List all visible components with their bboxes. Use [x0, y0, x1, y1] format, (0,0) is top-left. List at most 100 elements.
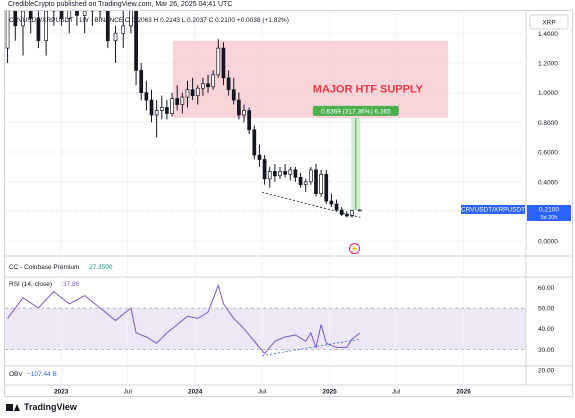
candle-body [221, 47, 226, 79]
candle-body [206, 83, 210, 88]
candle-body [308, 169, 313, 183]
candle-body [185, 89, 190, 98]
candle-body [278, 171, 282, 177]
candle-body [129, 0, 133, 27]
candle-body [357, 209, 362, 212]
time-tick-label: Jul [392, 389, 401, 396]
rsi-line [7, 283, 361, 355]
candle-body [170, 98, 174, 114]
candle-body [273, 171, 277, 177]
event-icon [349, 243, 361, 255]
candle-body [283, 171, 287, 175]
rsi-label: RSI (14, close) [9, 281, 52, 288]
measure-label: 0.6369 (317.36%) 6,365 [321, 108, 391, 115]
premium-value: 27.3500 [89, 264, 113, 271]
time-tick-label: 2026 [456, 389, 471, 396]
candle-body [139, 70, 144, 94]
last-price-value: 0.2100 [539, 206, 559, 213]
candle-body [149, 99, 154, 116]
rsi-tick-label: 30.00 [538, 347, 555, 354]
labels-layer: 0.2100 5d 20h CRVUSDT/XRPUSDT CRVUSDT/XRPUS… [9, 14, 571, 378]
supply-zone-label: MAJOR HTF SUPPLY [313, 84, 424, 96]
candle-body [242, 110, 246, 116]
measure-label-bg [312, 105, 399, 116]
currency-button-label: XRP [542, 20, 555, 27]
candle-body [144, 92, 149, 101]
rsi-value: 37.86 [63, 281, 80, 288]
time-tick-label: 2023 [54, 389, 69, 396]
candle-body [21, 10, 25, 27]
rsi-layer [5, 283, 526, 357]
candle-body [267, 171, 272, 180]
candle-body [159, 107, 164, 111]
footer-brand: TradingView [6, 402, 77, 412]
candle-body [247, 110, 252, 131]
candle-body [165, 107, 169, 114]
footer-brand-text: TradingView [24, 402, 77, 412]
candle-body [201, 83, 205, 89]
candle-body [231, 89, 236, 101]
rsi-support-line [261, 338, 361, 357]
rsi-tick-label: 50.00 [538, 306, 555, 313]
symbol-tag-text: CRVUSDT/XRPUSDT [461, 206, 525, 213]
premium-label: CC - Coinbase Premium [9, 264, 79, 271]
time-tick-label: 2024 [188, 389, 203, 396]
tradingview-logo-icon [6, 403, 20, 412]
candle-body [82, 10, 87, 16]
candle-body [262, 159, 267, 180]
currency-button [529, 14, 569, 30]
last-price-tag [527, 204, 571, 221]
supply-zone-layer: MAJOR HTF SUPPLY 0.6369 (317.36%) 6,365 [5, 40, 526, 211]
event-icon-glyph: ⚡ [350, 244, 359, 253]
candle-body [44, 10, 48, 42]
obv-label: OBV [9, 371, 23, 378]
price-tick-label: 0.8000 [538, 120, 558, 127]
candle-body [257, 154, 262, 160]
candle-body [28, 10, 33, 19]
candle-body [216, 47, 221, 76]
candle-body [237, 99, 241, 116]
symbol-legend: CRVUSDT/XRPUSDT · 1W · BINANCE O 0.2063 … [9, 17, 289, 24]
candle-body [195, 87, 200, 96]
candle-body [288, 169, 293, 175]
candle-body [175, 98, 180, 105]
rsi-band [5, 308, 526, 350]
candle-body [298, 176, 303, 186]
obv-value: −107.44 B [27, 371, 57, 378]
chart-frame[interactable]: MAJOR HTF SUPPLY 0.6369 (317.36%) 6,365 0… [4, 0, 573, 397]
candle-body [105, 10, 110, 42]
rsi-tick-label: 40.00 [538, 326, 555, 333]
candle-body [113, 32, 118, 42]
candle-body [226, 77, 231, 91]
publish-header: CredibleCrypto published on TradingView.… [8, 1, 233, 8]
time-tick-label: 2025 [322, 389, 337, 396]
candle-body [36, 18, 41, 42]
candle-body [293, 169, 298, 178]
symbol-tag [461, 204, 525, 214]
price-tick-label: 1.2000 [538, 60, 558, 67]
candle-body [180, 96, 185, 105]
candle-body [314, 169, 318, 194]
candle-body [211, 74, 216, 88]
price-support-line [261, 191, 361, 218]
candles-layer [5, 0, 362, 218]
time-tick-label: Jul [258, 389, 267, 396]
price-tick-label: 0.6000 [538, 150, 558, 157]
rsi-tick-label: 60.00 [538, 285, 555, 292]
candle-body [121, 25, 126, 34]
chart-canvas[interactable]: MAJOR HTF SUPPLY 0.6369 (317.36%) 6,365 0… [5, 0, 572, 396]
candle-body [134, 0, 138, 71]
rsi-tick-label: 20.00 [538, 368, 555, 375]
price-tick-label: 1.4000 [538, 31, 558, 38]
candle-body [344, 214, 349, 217]
price-tick-label: 0.0000 [538, 239, 558, 246]
candle-body [334, 203, 339, 211]
candle-body [75, 6, 79, 16]
time-tick-label: Jul [123, 389, 132, 396]
candle-body [329, 200, 334, 205]
candle-body [303, 181, 308, 186]
price-tick-label: 0.4000 [538, 179, 558, 186]
price-tick-label: 1.0000 [538, 90, 558, 97]
candle-body [319, 173, 323, 194]
candle-body [154, 110, 159, 116]
